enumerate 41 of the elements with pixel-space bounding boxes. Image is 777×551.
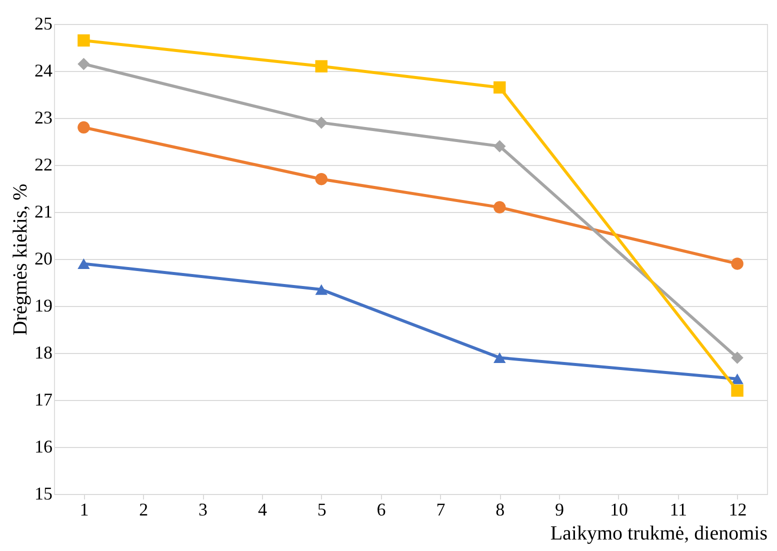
point — [731, 384, 744, 397]
y-tick-label: 21 — [34, 202, 52, 222]
point — [731, 258, 744, 270]
y-tick-label: 17 — [34, 390, 52, 410]
point — [494, 352, 506, 364]
y-tick-label: 25 — [34, 14, 52, 34]
x-tick-label: 4 — [258, 500, 267, 520]
point — [494, 81, 506, 94]
x-tick-label: 6 — [376, 500, 386, 520]
point — [315, 60, 328, 72]
x-tick-label: 11 — [670, 500, 688, 520]
point — [315, 284, 328, 295]
point — [78, 258, 90, 270]
y-tick-label: 18 — [34, 342, 52, 362]
y-tick-label: 16 — [34, 436, 52, 456]
x-tick-label: 8 — [496, 500, 505, 520]
point — [731, 374, 744, 384]
x-tick-label: 2 — [139, 500, 148, 520]
y-axis-title: Drėgmės kiekis, % — [10, 184, 32, 336]
x-tick-label: 10 — [610, 500, 628, 520]
y-tick-label: 19 — [34, 296, 52, 316]
point — [731, 352, 744, 364]
point — [315, 116, 328, 129]
x-axis-title: Laikymo trukmė, dienomis — [550, 522, 768, 544]
x-tick-label: 5 — [317, 500, 326, 520]
point — [494, 140, 506, 152]
x-tick-label: 7 — [436, 500, 446, 520]
point — [494, 201, 506, 214]
point — [78, 34, 90, 47]
point — [78, 58, 90, 70]
y-tick-label: 24 — [34, 60, 52, 80]
y-tick-label: 15 — [34, 484, 52, 504]
point — [78, 121, 90, 134]
x-tick-label: 9 — [555, 500, 564, 520]
x-tick-label: 12 — [728, 500, 747, 520]
y-tick-label: 23 — [34, 108, 52, 128]
y-tick-label: 22 — [34, 154, 52, 174]
x-tick-label: 1 — [80, 500, 89, 520]
y-tick-label: 20 — [34, 248, 52, 268]
x-tick-label: 3 — [198, 500, 208, 520]
point — [315, 172, 328, 186]
